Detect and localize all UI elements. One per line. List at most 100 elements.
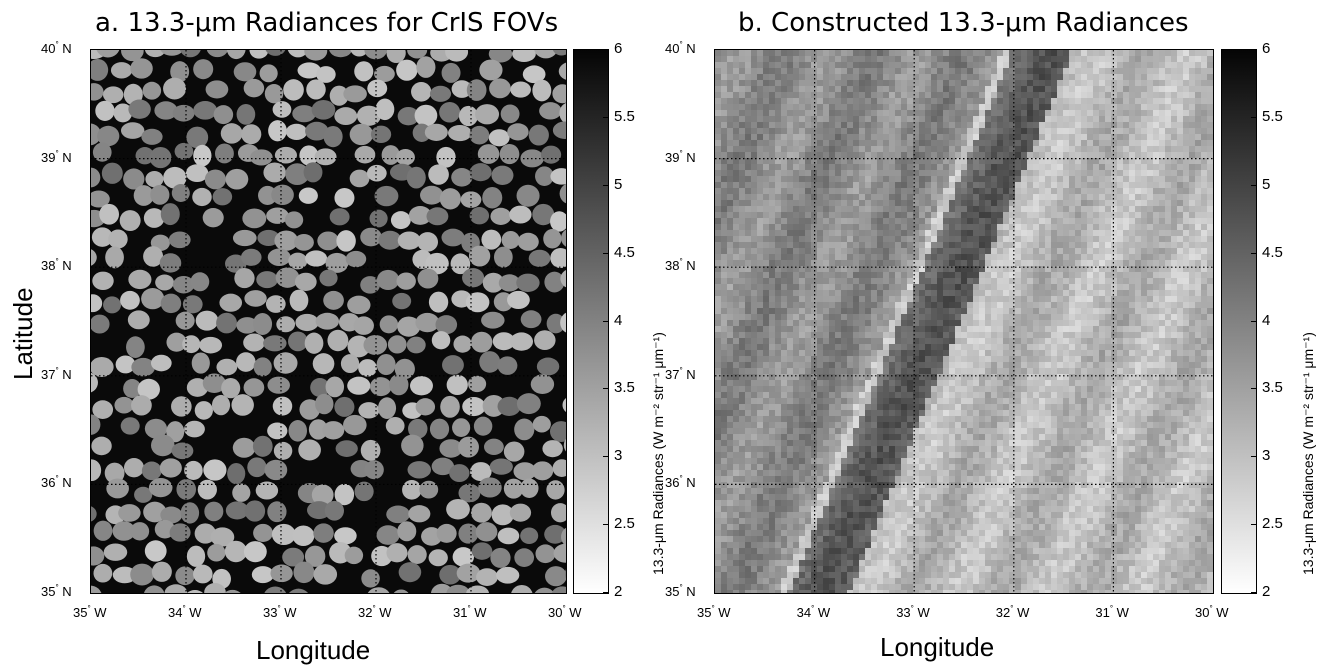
radiance-cell [1123,158,1129,164]
radiance-cell [985,176,991,182]
radiance-cell [1051,344,1057,350]
radiance-cell [1129,92,1135,98]
radiance-cell [901,116,907,122]
radiance-cell [1135,80,1141,86]
radiance-cell [1165,206,1171,212]
panel-a-ylabel: Latitude [8,287,38,380]
radiance-cell [943,242,949,248]
radiance-cell [955,296,961,302]
radiance-cell [1033,188,1039,194]
radiance-cell [1165,236,1171,242]
radiance-cell [739,206,745,212]
radiance-cell [1027,98,1033,104]
radiance-cell [961,50,967,56]
fov-spot [273,352,298,374]
radiance-cell [823,206,829,212]
radiance-cell [1009,356,1015,362]
radiance-cell [1105,98,1111,104]
radiance-cell [1189,170,1195,176]
radiance-cell [1081,74,1087,80]
radiance-cell [1045,158,1051,164]
radiance-cell [763,350,769,356]
radiance-cell [913,236,919,242]
radiance-cell [811,194,817,200]
radiance-cell [967,158,973,164]
radiance-cell [871,356,877,362]
radiance-cell [769,158,775,164]
radiance-cell [763,230,769,236]
radiance-cell [877,350,883,356]
radiance-cell [1111,62,1117,68]
radiance-cell [1177,266,1183,272]
radiance-cell [829,218,835,224]
radiance-cell [1087,320,1093,326]
radiance-cell [925,272,931,278]
radiance-cell [1195,212,1201,218]
fov-spot [143,208,165,228]
radiance-cell [991,80,997,86]
fov-spot [307,501,331,520]
radiance-cell [1003,206,1009,212]
fov-spot [263,162,286,183]
fov-spot [252,435,273,457]
radiance-cell [739,344,745,350]
radiance-cell [1057,302,1063,308]
radiance-cell [1195,194,1201,200]
radiance-cell [1129,296,1135,302]
radiance-cell [1081,260,1087,266]
fov-spot [551,586,566,593]
radiance-cell [1135,296,1141,302]
radiance-cell [835,314,841,320]
radiance-cell [739,230,745,236]
radiance-cell [1093,170,1099,176]
radiance-cell [883,284,889,290]
radiance-cell [919,158,925,164]
radiance-cell [883,152,889,158]
radiance-cell [805,140,811,146]
radiance-cell [1051,290,1057,296]
radiance-cell [763,194,769,200]
radiance-cell [1177,86,1183,92]
radiance-cell [907,368,913,374]
radiance-cell [1003,344,1009,350]
radiance-cell [997,338,1003,344]
fov-spot [130,563,154,586]
radiance-cell [793,242,799,248]
radiance-cell [1021,338,1027,344]
radiance-cell [787,326,793,332]
radiance-cell [865,326,871,332]
radiance-cell [871,122,877,128]
fov-spot [154,101,178,120]
radiance-cell [799,332,805,338]
radiance-cell [1069,56,1075,62]
radiance-cell [1177,182,1183,188]
radiance-cell [859,140,865,146]
radiance-cell [1123,236,1129,242]
radiance-cell [871,206,877,212]
radiance-cell [949,68,955,74]
radiance-cell [1087,98,1093,104]
radiance-cell [1147,302,1153,308]
radiance-cell [1075,260,1081,266]
radiance-cell [967,110,973,116]
radiance-cell [1021,182,1027,188]
radiance-cell [1063,68,1069,74]
radiance-cell [1147,266,1153,272]
radiance-cell [817,128,823,134]
radiance-cell [1123,194,1129,200]
radiance-cell [913,302,919,308]
radiance-cell [955,128,961,134]
radiance-cell [1159,278,1165,284]
fov-spot [431,457,455,476]
radiance-cell [1099,326,1105,332]
radiance-cell [877,140,883,146]
radiance-cell [799,248,805,254]
radiance-cell [1117,200,1123,206]
radiance-cell [1069,284,1075,290]
radiance-cell [1099,188,1105,194]
radiance-cell [775,320,781,326]
radiance-cell [853,68,859,74]
radiance-cell [751,266,757,272]
radiance-cell [1135,266,1141,272]
radiance-cell [1207,260,1213,266]
